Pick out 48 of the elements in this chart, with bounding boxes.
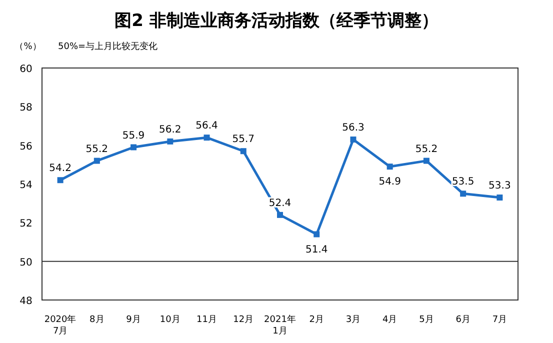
data-label: 55.2 — [415, 144, 438, 155]
point — [130, 144, 137, 150]
point — [350, 136, 356, 143]
data-label: 55.2 — [86, 144, 108, 155]
y-tick-label: 48 — [20, 296, 32, 307]
data-label: 56.3 — [342, 122, 364, 134]
x-tick-label: 4月 — [382, 315, 398, 325]
data-label: 54.9 — [378, 176, 401, 188]
y-tick-label: 58 — [20, 102, 32, 114]
data-label: 55.9 — [122, 130, 145, 142]
y-axis-title: （%） — [14, 42, 42, 52]
x-tick-label: 12月 — [233, 315, 254, 325]
x-tick-label: 3月 — [346, 315, 361, 325]
x-tick-label: 6月 — [456, 315, 470, 325]
x-tick-label: 7月 — [492, 315, 508, 325]
x-tick-label: 8月 — [90, 315, 104, 325]
point — [460, 190, 466, 197]
y-tick-label: 60 — [20, 64, 32, 75]
y-tick-label: 56 — [20, 141, 32, 152]
chart-title: 图2 非制造业商务活动指数（经季节调整） — [114, 11, 438, 31]
x-tick-label: 9月 — [126, 315, 141, 325]
y-tick-label: 54 — [20, 180, 32, 191]
point — [167, 138, 174, 144]
x-tick-label: 2020年 7月 — [44, 314, 76, 336]
y-tick-label: 52 — [20, 218, 32, 230]
data-label: 56.2 — [159, 124, 182, 136]
text: 50%=与上月比较无变化 — [58, 41, 158, 52]
data-label: 53.3 — [488, 180, 511, 192]
y-tick-label: 50 — [20, 257, 32, 268]
point — [386, 164, 393, 170]
data-label: 55.7 — [232, 134, 255, 146]
point — [204, 134, 210, 141]
point — [496, 194, 503, 201]
data-label: 56.4 — [196, 120, 218, 132]
data-label: 51.4 — [305, 244, 328, 256]
point — [240, 148, 246, 154]
point — [57, 177, 64, 184]
data-label: 54.2 — [49, 163, 72, 174]
x-tick-label: 10月 — [160, 315, 180, 325]
point — [314, 231, 320, 238]
x-tick-label: 2月 — [309, 315, 324, 325]
x-tick-label: 2021年 1月 — [264, 314, 296, 336]
x-tick-label: 11月 — [196, 315, 217, 325]
data-label: 53.5 — [452, 176, 474, 188]
x-tick-label: 5月 — [419, 315, 434, 325]
point — [94, 158, 100, 164]
point — [423, 158, 430, 164]
point — [277, 212, 283, 218]
